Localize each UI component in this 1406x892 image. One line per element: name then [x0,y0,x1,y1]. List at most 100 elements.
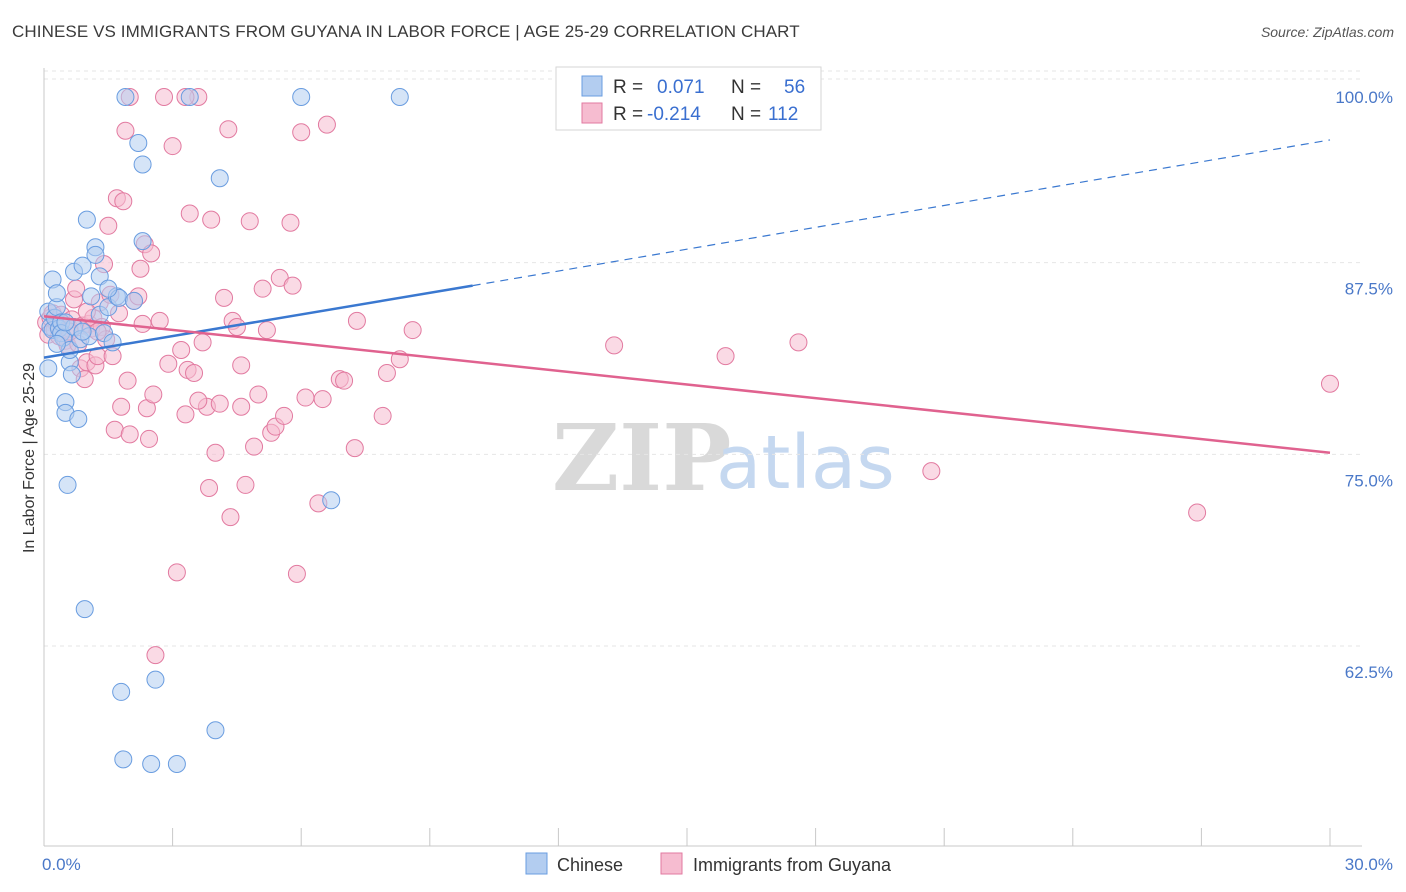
guyana-point-84 [292,123,311,142]
chinese-point-55 [56,313,75,332]
guyana-point-91 [345,439,364,458]
chinese-point-42 [133,232,152,251]
chinese-point-29 [90,267,109,286]
guyana-point-94 [377,364,396,382]
guyana-point-60 [193,333,212,352]
series-guyana-points [37,88,1339,665]
x-tick-label-left: 0.0% [42,855,81,874]
trend-lines [43,139,1331,454]
chinese-point-38 [116,88,135,106]
y-tick-label-3: 62.5% [1345,663,1393,682]
chinese-point-22 [73,256,92,275]
chinese-point-26 [82,287,101,306]
chinese-point-49 [292,88,311,106]
bottom-legend-swatch-guyana [660,852,683,875]
chart-title: CHINESE VS IMMIGRANTS FROM GUYANA IN LAB… [12,22,800,41]
chinese-point-37 [114,750,133,769]
chinese-point-28 [86,245,105,264]
guyana-point-58 [185,364,204,382]
guyana-point-77 [257,321,276,340]
guyana-point-43 [133,314,152,333]
guyana-point-51 [159,354,178,373]
guyana-point-66 [215,288,234,307]
guyana-point-47 [142,244,161,263]
legend-r-value-chinese: 0.071 [657,77,705,98]
guyana-point-87 [313,390,332,409]
guyana-point-64 [206,443,225,462]
guyana-point-49 [146,646,165,665]
guyana-point-54 [172,341,191,359]
guyana-point-102 [1321,374,1339,393]
chinese-point-47 [206,721,225,740]
chinese-point-39 [125,291,144,310]
guyana-point-108 [283,276,302,295]
guyana-point-48 [144,385,163,404]
guyana-point-85 [296,388,315,407]
legend-r-label-chinese: R = [613,77,643,98]
legend-r-label-guyana: R = [613,104,643,125]
y-tick-label-1: 87.5% [1345,280,1393,299]
chinese-point-54 [99,279,118,298]
stats-legend: R = 0.071 N = 56 R = -0.214 N = 112 [555,66,822,131]
guyana-point-81 [275,406,294,425]
chinese-point-48 [210,169,229,188]
chinese-trend-extension [472,139,1331,287]
guyana-point-14 [67,279,86,298]
guyana-point-36 [114,192,133,211]
guyana-point-93 [373,406,392,425]
guyana-point-96 [403,321,422,340]
guyana-point-38 [118,371,137,390]
bottom-legend-label-guyana: Immigrants from Guyana [693,855,892,875]
guyana-point-50 [155,88,174,106]
guyana-point-76 [253,279,272,298]
guyana-point-101 [1188,503,1207,522]
chinese-point-41 [133,155,152,174]
guyana-point-106 [189,391,208,410]
guyana-point-35 [112,397,131,416]
watermark-atlas: atlas [716,420,895,506]
chinese-point-40 [129,134,148,152]
chinese-trend-line [43,284,473,359]
guyana-point-90 [335,371,354,390]
y-tick-label-0: 100.0% [1335,88,1393,107]
guyana-point-39 [120,425,139,444]
guyana-point-82 [281,213,300,232]
chinese-point-36 [112,682,131,701]
chinese-point-46 [180,88,199,106]
guyana-point-97 [605,336,624,355]
guyana-point-62 [200,479,219,497]
bottom-legend-label-chinese: Chinese [557,855,623,875]
guyana-point-71 [232,356,251,375]
guyana-point-107 [232,397,251,416]
chinese-point-1 [39,359,58,378]
guyana-point-99 [789,333,808,352]
chinese-point-24 [77,210,96,229]
watermark: ZIP atlas [552,404,895,512]
chinese-point-44 [146,670,165,689]
guyana-point-100 [922,462,941,481]
guyana-point-65 [210,394,229,413]
chinese-point-20 [69,410,88,428]
guyana-point-98 [716,347,735,366]
guyana-point-46 [140,429,159,448]
guyana-point-83 [287,564,306,583]
guyana-point-88 [317,115,336,134]
chinese-point-51 [390,88,409,106]
guyana-point-53 [167,563,186,582]
x-tick-label-right: 30.0% [1345,855,1393,874]
guyana-point-52 [163,137,182,156]
source-label: Source: ZipAtlas.com [1260,24,1394,40]
chinese-point-53 [73,322,92,341]
guyana-point-74 [245,437,264,456]
guyana-point-37 [116,121,135,140]
guyana-point-75 [249,385,268,404]
guyana-point-42 [131,259,150,278]
bottom-legend-swatch-chinese [525,852,548,875]
guyana-point-55 [176,405,195,424]
legend-swatch-guyana [581,102,603,124]
chinese-point-45 [167,755,186,773]
chinese-point-50 [322,491,341,510]
legend-r-value-guyana: -0.214 [647,104,701,125]
guyana-point-73 [240,212,259,231]
